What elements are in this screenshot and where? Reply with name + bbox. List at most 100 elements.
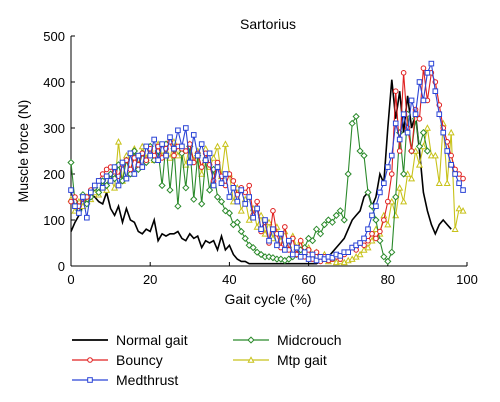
y-tick-label: 100 (43, 213, 65, 228)
data-point-mtp-gait (356, 250, 364, 258)
legend-label-midcrouch: Midcrouch (277, 332, 342, 348)
data-point-midcrouch (213, 193, 222, 201)
data-point-medthrust (313, 257, 320, 264)
data-point-medthrust (373, 203, 379, 209)
data-point-medthrust (270, 226, 276, 232)
data-point-medthrust (163, 152, 169, 159)
data-point-bouncy (377, 228, 383, 235)
data-point-medthrust (289, 251, 296, 258)
data-point-medthrust (167, 134, 173, 140)
data-point-midcrouch (225, 209, 234, 217)
data-point-medthrust (262, 217, 268, 223)
chart-title: Sartorius (240, 16, 296, 32)
data-point-midcrouch (249, 243, 257, 252)
data-point-midcrouch (245, 241, 253, 249)
legend: Normal gait Bouncy Medthrust Midcrouch Mtp g… (72, 332, 342, 388)
data-point-mtp-gait (213, 142, 222, 150)
series-line-medthrust (70, 61, 464, 262)
data-point-medthrust (131, 171, 138, 177)
data-point-medthrust (72, 203, 78, 209)
data-point-midcrouch (344, 170, 352, 178)
data-point-midcrouch (182, 184, 190, 192)
y-tick-label: 300 (43, 121, 65, 136)
legend-marker-medthrust (87, 377, 93, 383)
data-point-bouncy (381, 217, 387, 223)
data-point-midcrouch (174, 202, 182, 210)
data-point-midcrouch (348, 119, 356, 128)
data-point-medthrust (297, 254, 304, 260)
data-point-medthrust (329, 254, 336, 261)
data-point-medthrust (175, 127, 181, 134)
data-point-medthrust (99, 185, 106, 191)
data-point-medthrust (84, 214, 90, 221)
data-point-medthrust (456, 180, 462, 186)
data-point-medthrust (147, 152, 153, 159)
x-tick-label: 100 (456, 272, 478, 287)
data-point-midcrouch (158, 181, 166, 190)
data-point-medthrust (139, 164, 146, 170)
data-point-midcrouch (166, 186, 174, 194)
data-point-medthrust (226, 194, 233, 200)
data-point-medthrust (80, 194, 86, 200)
data-point-bouncy (270, 208, 276, 214)
legend-label-medthrust: Medthrust (116, 372, 178, 388)
data-point-midcrouch (336, 207, 344, 215)
data-point-midcrouch (388, 248, 396, 256)
data-point-midcrouch (320, 220, 329, 229)
x-tick-label: 0 (67, 272, 74, 287)
data-point-medthrust (381, 180, 387, 186)
y-tick-label: 0 (58, 259, 65, 274)
data-point-medthrust (91, 182, 98, 189)
data-point-medthrust (151, 136, 157, 143)
data-point-medthrust (246, 194, 252, 200)
data-point-bouncy (369, 231, 375, 237)
y-tick-label: 500 (43, 29, 65, 44)
data-point-bouncy (214, 159, 221, 166)
data-point-medthrust (365, 226, 371, 232)
data-point-medthrust (119, 159, 126, 166)
data-point-medthrust (159, 141, 165, 147)
data-point-medthrust (198, 141, 205, 147)
data-point-medthrust (266, 237, 272, 244)
data-point-medthrust (254, 205, 260, 212)
data-point-medthrust (222, 171, 229, 177)
data-point-mtp-gait (431, 151, 439, 159)
data-point-medthrust (230, 185, 237, 191)
data-point-bouncy (143, 157, 150, 163)
data-point-medthrust (282, 247, 288, 253)
x-tick-label: 60 (301, 272, 315, 287)
series-line-normal-gait (70, 79, 452, 265)
data-point-mtp-gait (455, 204, 463, 212)
data-point-medthrust (385, 164, 391, 170)
data-point-bouncy (246, 182, 252, 189)
legend-item-medthrust: Medthrust (72, 372, 178, 388)
data-point-medthrust (135, 152, 142, 159)
data-point-midcrouch (233, 218, 241, 226)
data-point-bouncy (408, 148, 415, 154)
data-point-midcrouch (241, 234, 249, 243)
data-point-medthrust (440, 129, 447, 136)
data-point-medthrust (408, 97, 415, 104)
data-point-medthrust (452, 171, 458, 177)
data-point-bouncy (282, 224, 288, 230)
data-point-bouncy (183, 148, 189, 154)
series-medthrust (68, 60, 466, 264)
data-point-medthrust (369, 212, 375, 219)
data-point-midcrouch (237, 227, 245, 236)
data-point-medthrust (68, 187, 74, 193)
data-point-medthrust (428, 60, 435, 67)
data-point-medthrust (234, 198, 241, 205)
series-layer (67, 60, 467, 266)
data-point-mtp-gait (257, 211, 265, 219)
data-point-midcrouch (95, 188, 103, 197)
series-normal-gait (70, 79, 452, 265)
data-point-midcrouch (198, 200, 206, 208)
data-point-medthrust (242, 201, 249, 207)
data-point-bouncy (103, 166, 110, 173)
legend-marker-midcrouch (247, 336, 255, 344)
data-point-medthrust (155, 157, 161, 163)
data-point-medthrust (444, 148, 450, 154)
data-point-midcrouch (265, 253, 273, 261)
data-point-medthrust (361, 235, 367, 242)
data-point-midcrouch (332, 211, 340, 220)
